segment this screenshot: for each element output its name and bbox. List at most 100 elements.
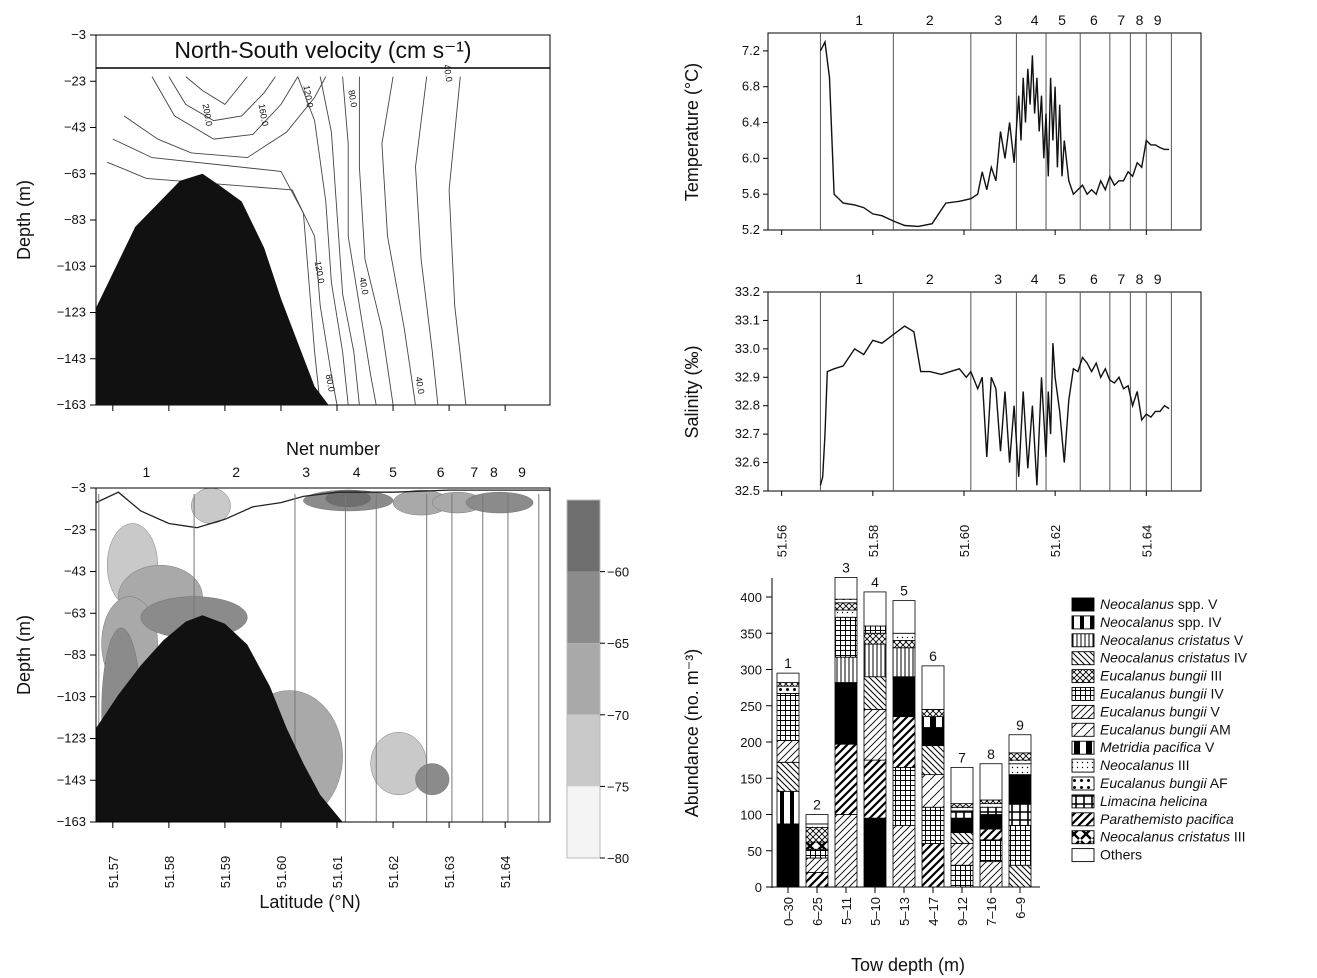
bar-number-label: 1	[784, 655, 792, 671]
colorbar-swatch	[567, 572, 600, 644]
y-tick-label: 50	[748, 844, 762, 859]
bar-segment	[806, 873, 828, 888]
bar-segment	[777, 824, 799, 887]
y-tick-label: 33.2	[735, 284, 760, 299]
y-tick-label: −103	[57, 689, 86, 704]
backscatter-patch	[466, 492, 533, 513]
bar-segment	[893, 825, 915, 887]
bar-segment	[777, 683, 799, 687]
x-tick-label: 51.62	[386, 856, 401, 889]
legend-label: Neocalanus cristatus V	[1100, 632, 1244, 648]
legend-swatch	[1072, 598, 1094, 611]
bar-segment	[835, 815, 857, 888]
x-tick-label: 51.61	[330, 856, 345, 889]
bar-segment	[864, 633, 886, 644]
bar-segment	[806, 815, 828, 824]
bar-segment	[835, 744, 857, 814]
bar-segment	[835, 657, 857, 682]
legend-swatch	[1072, 634, 1094, 647]
velocity-x-ticks	[113, 405, 505, 411]
legend-swatch	[1072, 831, 1094, 844]
bar-segment	[922, 666, 944, 710]
y-tick-label: −123	[57, 731, 86, 746]
y-tick-label: −23	[64, 522, 86, 537]
y-tick-label: −143	[57, 351, 86, 366]
legend-label: Eucalanus bungii V	[1100, 703, 1221, 719]
y-tick-label: −123	[57, 305, 86, 320]
bar-segment	[835, 683, 857, 745]
bar-segment	[777, 762, 799, 791]
backscatter-patch	[415, 764, 449, 795]
y-tick-label: 6.0	[742, 150, 760, 165]
bar-segment	[980, 840, 1002, 862]
net-number: 2	[926, 271, 934, 287]
bar-segment	[922, 709, 944, 716]
y-tick-label: 250	[740, 699, 762, 714]
y-tick-label: 150	[740, 771, 762, 786]
backscatter-x-axis-label: Latitude (°N)	[259, 892, 360, 912]
legend-swatch	[1072, 688, 1094, 701]
backscatter-y-ticks: −3−23−43−63−83−103−123−143−163	[57, 480, 96, 829]
bar-segment	[864, 626, 886, 633]
y-tick-label: −43	[64, 120, 86, 135]
bar-segment	[922, 717, 944, 728]
legend-swatch	[1072, 795, 1094, 808]
bar-segment	[980, 764, 1002, 800]
bar-segment	[1009, 804, 1031, 826]
bar-segment	[777, 693, 799, 740]
net-number: 1	[143, 464, 151, 480]
bar-segment	[951, 804, 973, 808]
legend-swatch	[1072, 777, 1094, 790]
salinity-x-ticks: 51.56 51.58 51.60 51.62 51.64	[775, 491, 1155, 557]
bar-segment	[864, 709, 886, 760]
bar-segment	[980, 800, 1002, 804]
bar-segment	[951, 844, 973, 866]
net-number-label: Net number	[286, 439, 380, 459]
velocity-y-axis-label: Depth (m)	[14, 180, 34, 260]
bar-segment	[777, 673, 799, 682]
colorbar-tick-label: −60	[607, 565, 629, 580]
y-tick-label: −3	[71, 27, 86, 42]
x-tick-label: 51.64	[498, 856, 513, 889]
colorbar-tick-label: −70	[607, 708, 629, 723]
legend-label: Parathemisto pacifica	[1100, 811, 1234, 827]
backscatter-net-numbers: 123456789	[143, 464, 527, 480]
bar-segment	[835, 599, 857, 603]
bar-segment	[835, 610, 857, 617]
bar-segment	[864, 592, 886, 626]
x-tick-label: 51.58	[162, 856, 177, 889]
net-number: 7	[1117, 12, 1125, 28]
bar-segment	[1009, 753, 1031, 760]
net-number: 5	[1058, 271, 1066, 287]
net-number: 8	[1136, 271, 1144, 287]
x-tick-label: 9–12	[955, 897, 970, 926]
x-tick-label: 51.63	[442, 856, 457, 889]
y-tick-label: 32.5	[735, 483, 760, 498]
abundance-panel: 1234567 89 050100150200250300350400 0–30 6…	[682, 559, 1248, 975]
bar-segment	[806, 849, 828, 858]
legend-label: Eucalanus bungii IV	[1100, 686, 1224, 702]
temperature-y-axis-label: Temperature (°C)	[682, 63, 702, 201]
bar-segment	[980, 804, 1002, 808]
x-tick-label: 5–13	[897, 897, 912, 926]
bar-segment	[980, 807, 1002, 814]
net-number: 6	[1090, 12, 1098, 28]
x-tick-label: 51.60	[957, 525, 972, 558]
abundance-y-axis-label: Abundance (no. m⁻³)	[682, 649, 702, 818]
bar-segment	[1009, 735, 1031, 753]
net-number: 1	[855, 271, 863, 287]
bar-segment	[893, 633, 915, 640]
bar-segment	[980, 862, 1002, 887]
bar-segment	[777, 791, 799, 824]
bar-segment	[806, 828, 828, 843]
salinity-panel: 123456789 32.532.632.732.832.933.033.133…	[682, 271, 1201, 557]
y-tick-label: −43	[64, 564, 86, 579]
y-tick-label: 0	[755, 880, 762, 895]
x-tick-label: 51.57	[106, 856, 121, 889]
bar-segment	[922, 728, 944, 746]
legend-swatch	[1072, 741, 1094, 754]
y-tick-label: 33.1	[735, 312, 760, 327]
bar-segment	[922, 807, 944, 843]
backscatter-panel: Net number 123456789 −3−23−43−63−83−103−…	[14, 439, 629, 912]
